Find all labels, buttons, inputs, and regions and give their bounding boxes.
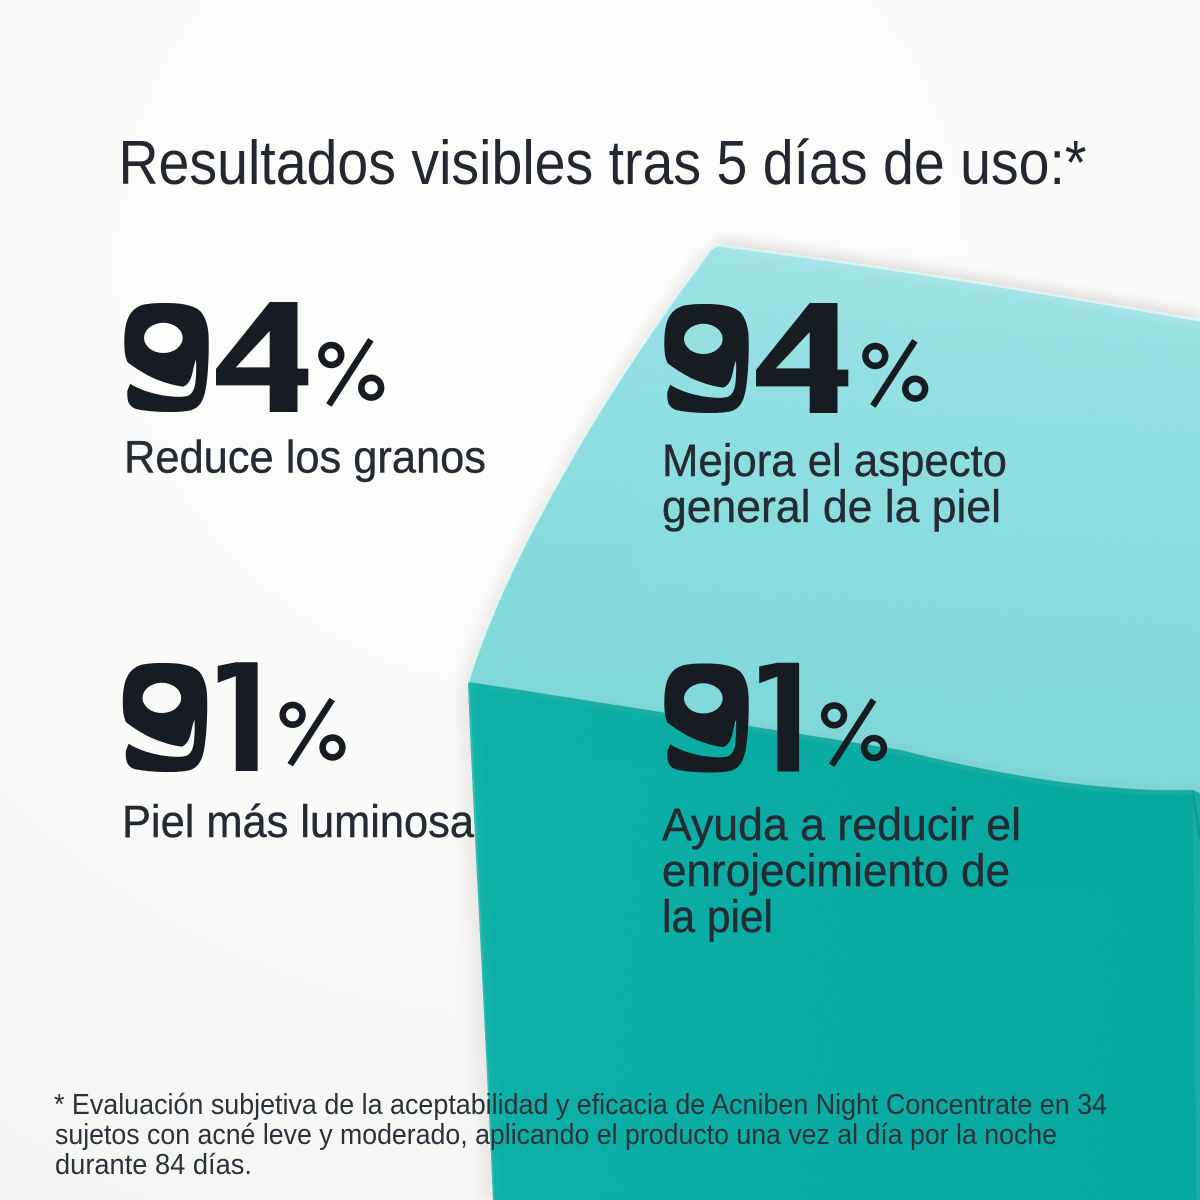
svg-text:Reduce los granos: Reduce los granos <box>124 432 486 483</box>
svg-text:Piel más luminosa: Piel más luminosa <box>122 796 475 847</box>
svg-text:sujetos con acné leve y modera: sujetos con acné leve y moderado, aplica… <box>55 1119 1057 1151</box>
svg-text:Mejora el aspecto: Mejora el aspecto <box>662 435 1007 486</box>
svg-text:la piel: la piel <box>662 891 773 942</box>
svg-text:enrojecimiento de: enrojecimiento de <box>662 845 1010 896</box>
svg-text:durante 84 días.: durante 84 días. <box>55 1149 252 1181</box>
svg-text:general de la piel: general de la piel <box>662 481 1001 532</box>
svg-text:Ayuda a reducir el: Ayuda a reducir el <box>662 799 1021 850</box>
svg-text:* Evaluación subjetiva de la a: * Evaluación subjetiva de la aceptabilid… <box>54 1089 1107 1121</box>
svg-text:Resultados visibles tras 5 día: Resultados visibles tras 5 días de uso:* <box>119 129 1087 198</box>
